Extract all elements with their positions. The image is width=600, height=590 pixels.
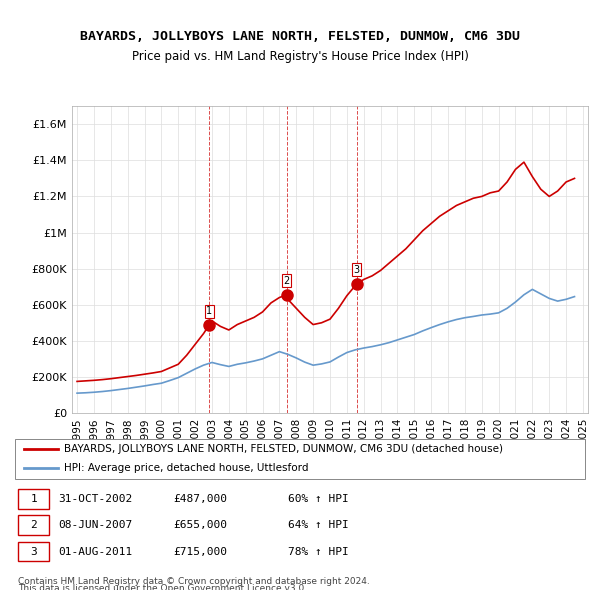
Text: 2: 2 — [30, 520, 37, 530]
Text: BAYARDS, JOLLYBOYS LANE NORTH, FELSTED, DUNMOW, CM6 3DU (detached house): BAYARDS, JOLLYBOYS LANE NORTH, FELSTED, … — [64, 444, 503, 454]
FancyBboxPatch shape — [18, 542, 49, 562]
Text: HPI: Average price, detached house, Uttlesford: HPI: Average price, detached house, Uttl… — [64, 464, 308, 473]
Text: £487,000: £487,000 — [173, 494, 227, 504]
Text: 1: 1 — [206, 306, 212, 316]
Text: £655,000: £655,000 — [173, 520, 227, 530]
Text: Contains HM Land Registry data © Crown copyright and database right 2024.: Contains HM Land Registry data © Crown c… — [18, 577, 370, 586]
Text: 3: 3 — [30, 546, 37, 556]
Text: 31-OCT-2002: 31-OCT-2002 — [58, 494, 133, 504]
FancyBboxPatch shape — [15, 439, 585, 478]
Text: 3: 3 — [353, 265, 360, 275]
Text: 60% ↑ HPI: 60% ↑ HPI — [289, 494, 349, 504]
Text: 01-AUG-2011: 01-AUG-2011 — [58, 546, 133, 556]
Text: 08-JUN-2007: 08-JUN-2007 — [58, 520, 133, 530]
Text: BAYARDS, JOLLYBOYS LANE NORTH, FELSTED, DUNMOW, CM6 3DU: BAYARDS, JOLLYBOYS LANE NORTH, FELSTED, … — [80, 30, 520, 42]
Text: 64% ↑ HPI: 64% ↑ HPI — [289, 520, 349, 530]
FancyBboxPatch shape — [18, 515, 49, 535]
Text: 1: 1 — [30, 494, 37, 504]
Text: 78% ↑ HPI: 78% ↑ HPI — [289, 546, 349, 556]
FancyBboxPatch shape — [18, 489, 49, 509]
Text: £715,000: £715,000 — [173, 546, 227, 556]
Text: Price paid vs. HM Land Registry's House Price Index (HPI): Price paid vs. HM Land Registry's House … — [131, 50, 469, 63]
Text: This data is licensed under the Open Government Licence v3.0.: This data is licensed under the Open Gov… — [18, 584, 307, 590]
Text: 2: 2 — [284, 276, 290, 286]
